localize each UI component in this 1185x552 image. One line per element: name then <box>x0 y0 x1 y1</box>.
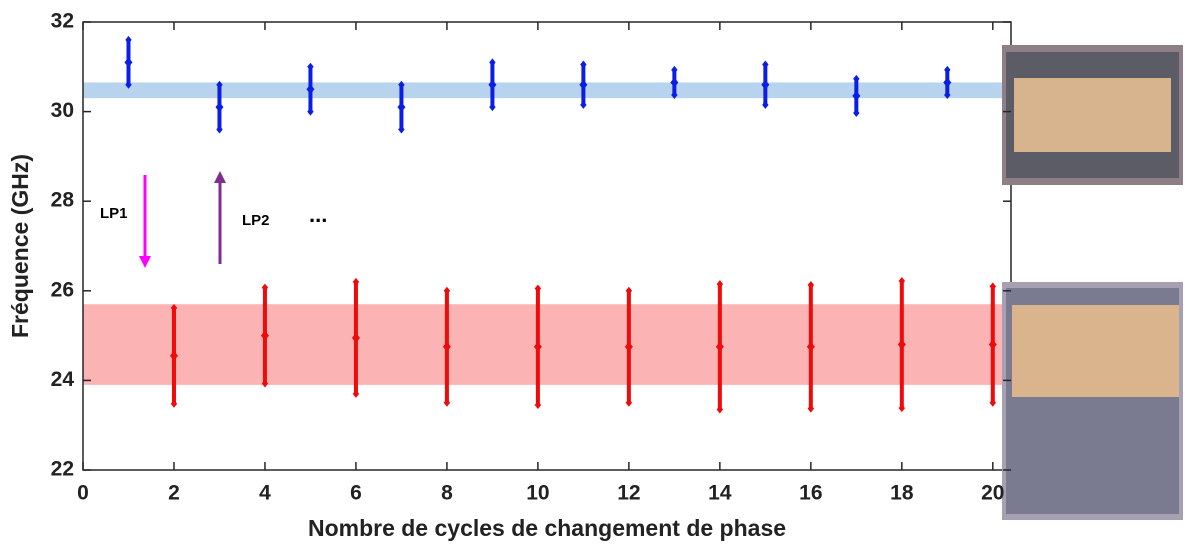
x-tick-label: 0 <box>77 482 89 505</box>
x-tick-label: 18 <box>890 482 914 505</box>
y-tick-label: 24 <box>51 368 75 391</box>
data-point <box>397 102 406 113</box>
error-cap <box>261 283 269 292</box>
y-axis-title: Fréquence (GHz) <box>7 154 33 338</box>
data-point <box>124 57 133 68</box>
data-point <box>852 90 861 101</box>
error-cap <box>898 404 906 413</box>
error-cap <box>534 284 542 293</box>
photo <box>1002 45 1183 185</box>
photo <box>1002 282 1183 520</box>
error-cap <box>853 74 860 83</box>
x-tick-label: 2 <box>168 482 180 505</box>
error-cap <box>989 282 997 291</box>
y-tick-label: 26 <box>51 278 74 301</box>
data-point <box>988 339 997 350</box>
data-point <box>442 341 451 352</box>
y-tick-label: 32 <box>51 10 74 33</box>
error-cap <box>352 389 360 398</box>
data-point <box>533 341 542 352</box>
x-tick-label: 20 <box>981 482 1004 505</box>
error-cap <box>989 398 997 407</box>
plot-frame <box>82 21 1012 471</box>
error-cap <box>398 80 405 89</box>
data-point <box>670 77 679 88</box>
error-cap <box>307 62 314 71</box>
x-tick-label: 10 <box>526 482 549 505</box>
annotation: ... <box>309 202 327 227</box>
error-cap <box>307 107 314 116</box>
error-cap <box>170 399 178 408</box>
error-cap <box>898 276 906 285</box>
error-cap <box>216 125 223 134</box>
error-cap <box>853 108 860 117</box>
error-cap <box>216 80 223 89</box>
band <box>83 82 1011 99</box>
error-cap <box>625 286 633 295</box>
error-cap <box>125 35 132 44</box>
error-cap <box>352 277 360 286</box>
x-tick-label: 8 <box>441 482 453 505</box>
error-cap <box>580 100 587 109</box>
error-cap <box>170 303 178 312</box>
annotation: LP1 <box>100 205 128 222</box>
error-cap <box>807 280 815 289</box>
x-tick-label: 14 <box>708 482 732 505</box>
error-cap <box>762 100 769 109</box>
x-tick-label: 6 <box>350 482 362 505</box>
error-cap <box>625 398 633 407</box>
error-cap <box>125 80 132 89</box>
data-point <box>715 341 724 352</box>
data-point <box>215 102 224 113</box>
bands <box>83 82 1011 385</box>
data-point <box>169 350 178 361</box>
error-cap <box>671 91 678 100</box>
error-cap <box>398 125 405 134</box>
data-point <box>306 84 315 95</box>
data-point <box>624 341 633 352</box>
x-tick-label: 16 <box>799 482 822 505</box>
band <box>83 304 1011 385</box>
data-point <box>897 339 906 350</box>
error-cap <box>580 60 587 69</box>
data-point <box>260 330 269 341</box>
error-cap <box>534 401 542 410</box>
error-cap <box>261 379 269 388</box>
y-tick-label: 30 <box>51 99 74 122</box>
error-cap <box>716 405 724 414</box>
error-cap <box>443 286 451 295</box>
x-tick-label: 12 <box>617 482 640 505</box>
error-cap <box>762 60 769 69</box>
annotation: LP2 <box>242 212 270 229</box>
data-point <box>761 79 770 90</box>
data-point <box>488 79 497 90</box>
error-cap <box>807 404 815 413</box>
data-point <box>943 77 952 88</box>
error-cap <box>489 58 496 67</box>
data-point <box>806 341 815 352</box>
y-tick-label: 22 <box>51 458 74 481</box>
x-axis-title: Nombre de cycles de changement de phase <box>308 515 786 541</box>
x-tick-label: 4 <box>259 482 271 505</box>
error-cap <box>443 398 451 407</box>
error-cap <box>944 91 951 100</box>
error-cap <box>944 65 951 74</box>
data-point <box>351 332 360 343</box>
error-cap <box>716 280 724 289</box>
error-cap <box>489 103 496 112</box>
error-cap <box>671 65 678 74</box>
data-point <box>579 79 588 90</box>
y-tick-label: 28 <box>51 189 75 212</box>
